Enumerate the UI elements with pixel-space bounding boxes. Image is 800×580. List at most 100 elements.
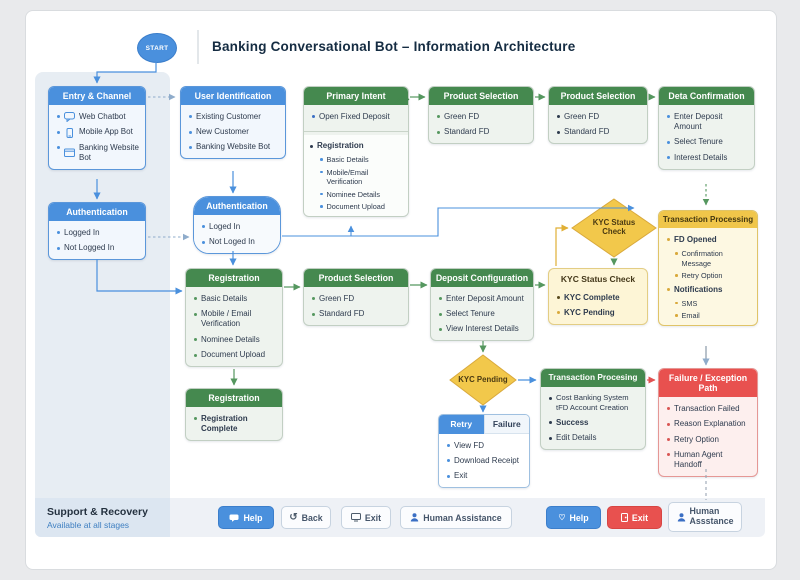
item-label: Standard FD bbox=[319, 309, 365, 318]
help-button-2[interactable]: ♡ Help bbox=[546, 506, 601, 529]
node-title: Product Selection bbox=[429, 87, 533, 106]
bullet bbox=[57, 246, 60, 250]
button-label: Human Assstance bbox=[689, 506, 734, 526]
item-label: Standard FD bbox=[444, 127, 490, 136]
list-item: Transaction Failed bbox=[659, 401, 757, 416]
bullet bbox=[557, 130, 560, 134]
bullet bbox=[312, 312, 315, 316]
item-label: Transaction Failed bbox=[674, 403, 740, 413]
item-label: KYC Pending bbox=[564, 307, 615, 317]
node-transaction-processing-green: Transaction Procesing Cost Banking Syste… bbox=[540, 368, 646, 451]
item-label: Banking Website Bot bbox=[196, 142, 271, 152]
bullet bbox=[320, 192, 323, 196]
list-item: Email bbox=[659, 310, 757, 322]
item-label: Nominee Details bbox=[201, 334, 260, 344]
list-item: Enter Deposit Amount bbox=[431, 291, 533, 306]
browser-icon bbox=[64, 143, 75, 163]
node-title: Product Selection bbox=[304, 269, 408, 288]
button-label: Back bbox=[301, 512, 323, 523]
node-transaction-processing-yellow: Transaction Processing FD Opened Confirm… bbox=[658, 210, 758, 327]
bullet bbox=[667, 140, 670, 144]
node-entry-channel: Entry & Channel Web Chatbot Mobile App B… bbox=[48, 86, 146, 170]
item-label: KYC Complete bbox=[564, 292, 620, 302]
node-title: Deposit Configuration bbox=[431, 269, 533, 288]
node-primary-intent: Primary Intent Open Fixed Deposit Regist… bbox=[303, 86, 409, 218]
bullet bbox=[549, 421, 552, 425]
item-label: Interest Details bbox=[674, 152, 728, 162]
list-item: KYC Pending bbox=[549, 305, 647, 320]
help-button[interactable]: Help bbox=[218, 506, 274, 529]
item-label: Registration bbox=[317, 141, 364, 150]
node-title: Registration bbox=[186, 389, 282, 408]
node-retry-failure: Retry Failure View FD Download Receipt E… bbox=[438, 414, 530, 489]
node-registration: Registration Basic Details Mobile / Emai… bbox=[185, 268, 283, 368]
item-label: Not Loged In bbox=[209, 237, 255, 246]
item-label: Loged In bbox=[209, 221, 241, 231]
list-item: Green FD bbox=[429, 109, 533, 124]
tab-retry[interactable]: Retry bbox=[439, 415, 484, 434]
node-product-selection-3: Product Selection Green FD Standard FD bbox=[548, 86, 648, 144]
list-item: Download Receipt bbox=[439, 453, 529, 468]
bullet bbox=[667, 438, 670, 441]
node-title: Entry & Channel bbox=[49, 87, 145, 106]
bullet bbox=[189, 130, 192, 134]
human-assistance-button-2[interactable]: Human Assstance bbox=[668, 502, 742, 532]
item-label: View FD bbox=[454, 440, 485, 450]
bullet bbox=[194, 417, 197, 421]
bullet bbox=[549, 436, 552, 440]
bullet bbox=[194, 297, 197, 301]
node-deposit-configuration: Deposit Configuration Enter Deposit Amou… bbox=[430, 268, 534, 342]
human-assistance-button[interactable]: Human Assistance bbox=[400, 506, 512, 529]
node-authentication: Authentication Logged In Not Logged In bbox=[48, 202, 146, 260]
list-item: Mobile/Email Verification bbox=[304, 166, 408, 188]
bullet bbox=[549, 396, 552, 400]
bullet bbox=[557, 311, 560, 315]
exit-button[interactable]: Exit bbox=[341, 506, 391, 529]
bullet bbox=[57, 115, 60, 119]
list-item: Standard FD bbox=[429, 125, 533, 140]
list-item: Existing Customer bbox=[181, 109, 285, 124]
item-label: Select Tenure bbox=[446, 309, 495, 318]
node-title: Product Selection bbox=[549, 87, 647, 106]
undo-icon: ↺ bbox=[289, 512, 298, 523]
node-failure-exception-path: Failure / Exception Path Transaction Fai… bbox=[658, 368, 758, 478]
node-title: Authentication bbox=[49, 203, 145, 222]
node-kyc-status-decision: KYC Status Check bbox=[571, 198, 657, 258]
item-label: Select Tenure bbox=[674, 137, 723, 147]
monitor-icon bbox=[350, 513, 361, 522]
item-label: Notifications bbox=[674, 284, 723, 294]
bullet bbox=[675, 301, 678, 305]
list-item: KYC Complete bbox=[549, 290, 647, 305]
start-node: START bbox=[137, 33, 177, 63]
list-item: Green FD bbox=[549, 109, 647, 124]
node-title: Transaction Processing bbox=[659, 211, 757, 229]
list-item: Reason Explanation bbox=[659, 417, 757, 432]
exit-button-2[interactable]: Exit bbox=[607, 506, 662, 529]
list-item: Registration Complete bbox=[186, 411, 282, 437]
bullet bbox=[194, 353, 197, 357]
node-data-confirmation: Deta Confirmation Enter Deposit Amount S… bbox=[658, 86, 755, 170]
button-label: Exit bbox=[631, 512, 649, 523]
bullet bbox=[557, 296, 560, 299]
list-item: Banking Website Bot bbox=[181, 140, 285, 155]
bullet bbox=[439, 327, 442, 331]
list-item: Registration bbox=[304, 139, 408, 154]
list-item: Enter Deposit Amount bbox=[659, 109, 754, 135]
button-label: Human Assistance bbox=[423, 512, 502, 523]
tab-failure[interactable]: Failure bbox=[483, 415, 529, 434]
item-label: Mobile / Email Verification bbox=[201, 309, 252, 329]
support-recovery-block: Support & Recovery Available at all stag… bbox=[35, 498, 170, 537]
bullet bbox=[320, 170, 323, 174]
node-user-identification: User Identification Existing Customer Ne… bbox=[180, 86, 286, 160]
list-item: Nominee Details bbox=[304, 188, 408, 200]
back-button[interactable]: ↺ Back bbox=[281, 506, 331, 529]
bullet bbox=[667, 407, 670, 411]
node-product-selection-2: Product Selection Green FD Standard FD bbox=[428, 86, 534, 144]
bullet bbox=[557, 115, 560, 119]
list-item: Standard FD bbox=[304, 307, 408, 322]
chat-icon bbox=[229, 514, 239, 522]
bullet bbox=[667, 156, 670, 160]
bullet bbox=[439, 312, 442, 316]
item-label: Reason Explanation bbox=[674, 419, 746, 429]
node-authentication-check: Authentication Loged In Not Loged In bbox=[193, 196, 281, 254]
